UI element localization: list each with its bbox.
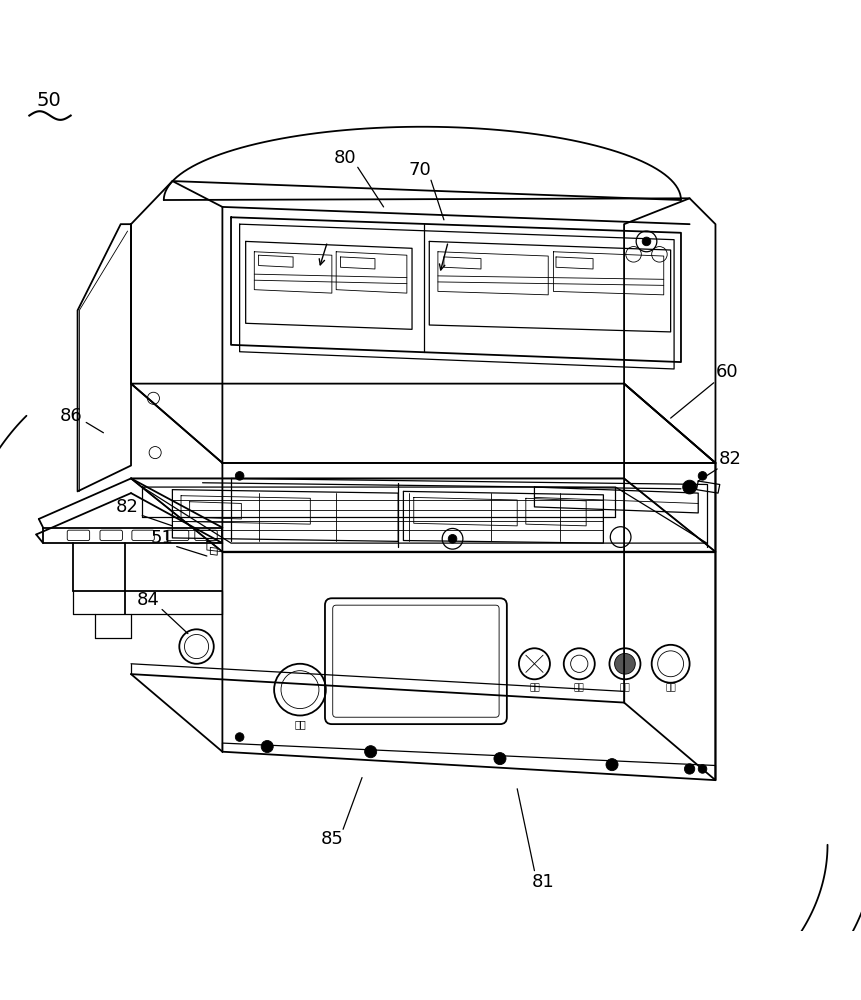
Text: 50: 50 <box>37 91 61 110</box>
Circle shape <box>235 472 244 480</box>
Text: 70: 70 <box>408 161 430 179</box>
Text: 启动: 启动 <box>665 683 675 692</box>
Circle shape <box>261 740 273 753</box>
Text: 停止: 停止 <box>619 683 629 692</box>
Text: 51: 51 <box>151 529 173 547</box>
Text: 启动: 启动 <box>294 719 306 729</box>
Circle shape <box>364 746 376 758</box>
Text: 82: 82 <box>116 498 139 516</box>
Circle shape <box>605 759 617 771</box>
Circle shape <box>682 480 696 494</box>
Circle shape <box>614 653 635 674</box>
Circle shape <box>448 534 456 543</box>
Text: 80: 80 <box>333 149 356 167</box>
Text: 复位: 复位 <box>573 683 584 692</box>
Circle shape <box>641 237 650 246</box>
Text: 85: 85 <box>320 830 343 848</box>
Text: 86: 86 <box>59 407 82 425</box>
Circle shape <box>697 765 706 773</box>
Text: 84: 84 <box>137 591 159 609</box>
Circle shape <box>697 472 706 480</box>
Circle shape <box>493 753 505 765</box>
Text: 82: 82 <box>718 450 740 468</box>
Text: 急停: 急停 <box>529 683 539 692</box>
Text: 60: 60 <box>715 363 737 381</box>
Circle shape <box>235 733 244 741</box>
Text: 81: 81 <box>531 873 554 891</box>
Circle shape <box>684 764 694 774</box>
